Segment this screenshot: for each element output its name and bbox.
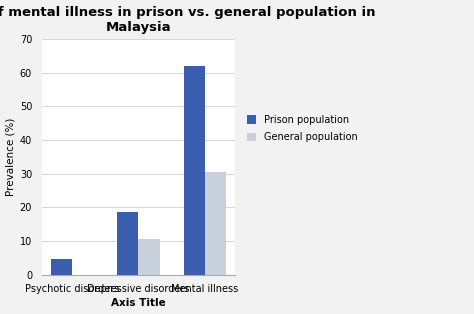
Title: Prevalence of mental illness in prison vs. general population in
Malaysia: Prevalence of mental illness in prison v… <box>0 6 375 34</box>
Bar <box>51 259 72 274</box>
Bar <box>138 239 160 274</box>
Bar <box>117 212 138 274</box>
Y-axis label: Prevalence (%): Prevalence (%) <box>6 117 16 196</box>
Legend: Prison population, General population: Prison population, General population <box>244 112 361 145</box>
Bar <box>205 172 226 274</box>
Bar <box>183 66 205 274</box>
X-axis label: Axis Title: Axis Title <box>111 298 166 308</box>
